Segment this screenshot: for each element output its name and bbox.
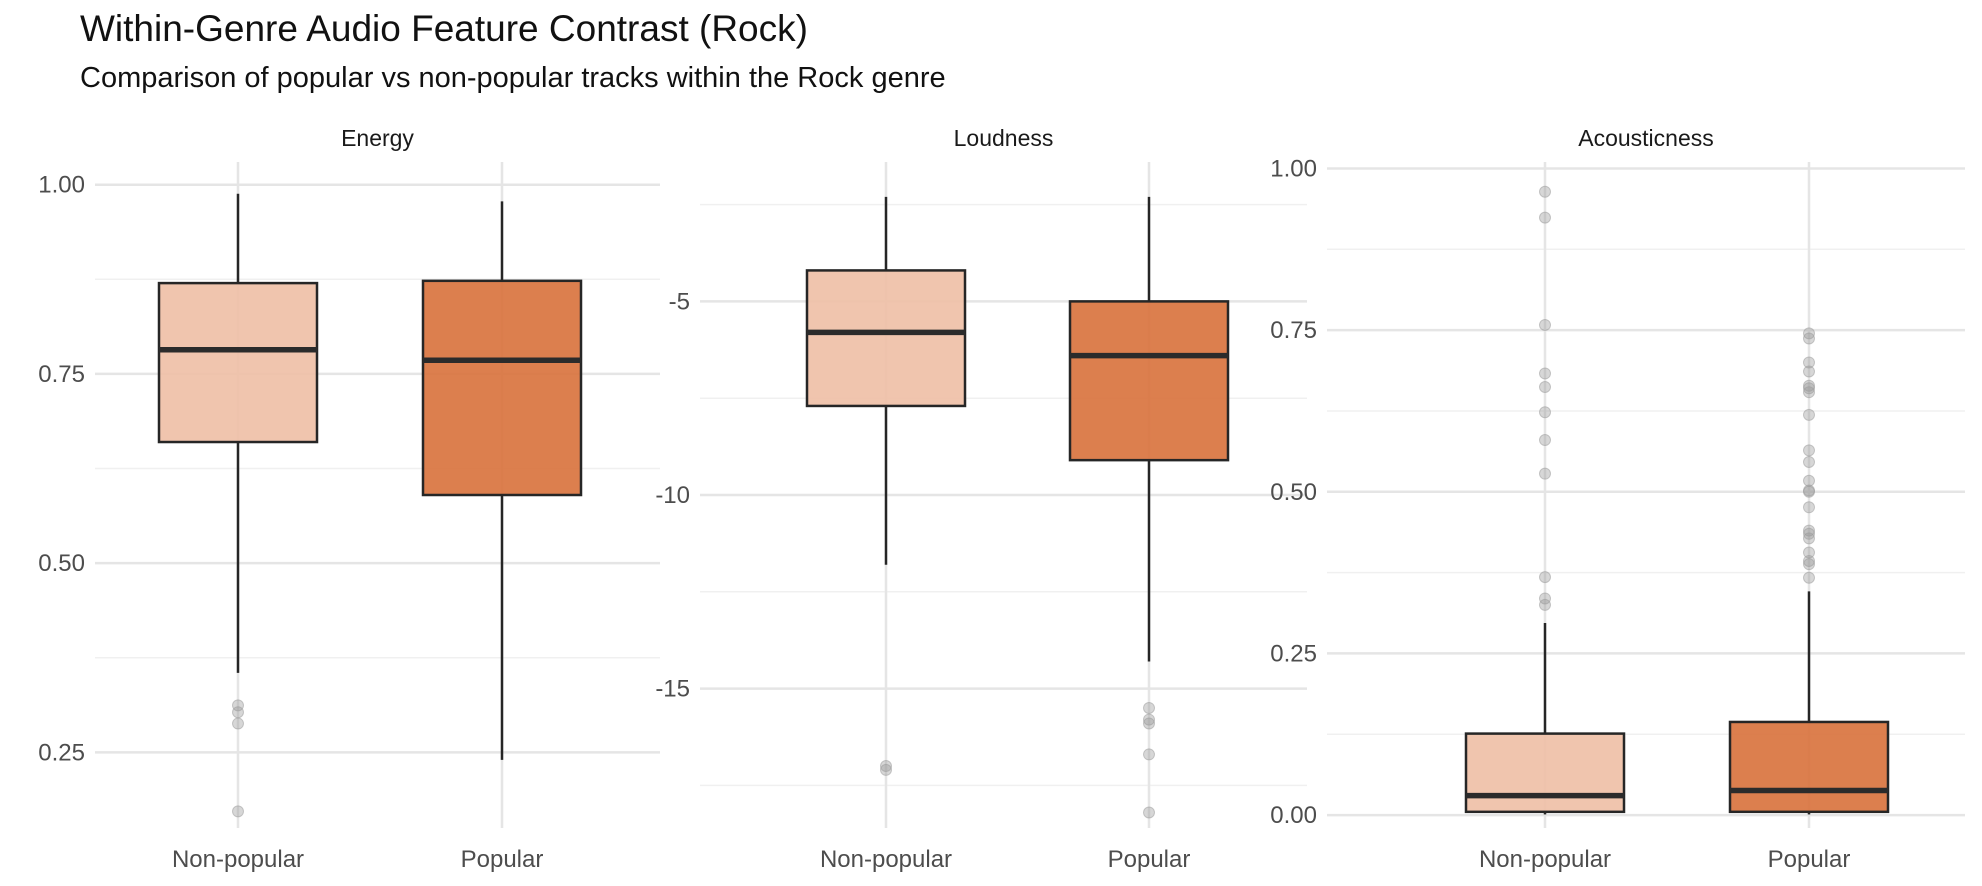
outlier-point — [1803, 527, 1815, 540]
outlier-point — [1539, 571, 1551, 584]
iqr-box — [421, 279, 583, 497]
facet-strip-label: Energy — [341, 125, 414, 151]
outlier-point — [1803, 546, 1815, 559]
outlier-point — [1803, 386, 1815, 399]
chart-title: Within-Genre Audio Feature Contrast (Roc… — [80, 8, 808, 49]
panel-acousticness: 0.00 0.25 0.50 0.75 1.00 Acousticness Non-popu… — [1270, 125, 1965, 873]
facet-strip-label: Loudness — [954, 125, 1054, 151]
outlier-point — [1803, 554, 1815, 567]
outlier-point — [1539, 598, 1551, 611]
y-tick-label: -15 — [655, 676, 690, 703]
outlier-point — [1539, 434, 1551, 447]
x-tick-label: Popular — [1108, 846, 1191, 873]
y-tick-label: 0.50 — [38, 550, 85, 577]
outlier-point — [1143, 713, 1155, 726]
outlier-point — [1803, 408, 1815, 421]
outlier-point — [1803, 501, 1815, 514]
outlier-point — [880, 760, 892, 773]
outlier-point — [1803, 558, 1815, 571]
outlier-point — [232, 805, 244, 818]
outlier-point — [1803, 327, 1815, 340]
iqr-box — [805, 269, 967, 408]
outlier-point — [1803, 365, 1815, 378]
box-non-popular — [805, 196, 967, 776]
box-popular — [1728, 327, 1890, 815]
x-tick-label: Non-popular — [1479, 846, 1611, 873]
outlier-point — [1539, 467, 1551, 480]
iqr-box — [1068, 300, 1230, 462]
iqr-box — [157, 281, 319, 444]
y-tick-label: 0.00 — [1270, 802, 1317, 829]
y-tick-label: -5 — [669, 288, 690, 315]
outlier-point — [1143, 748, 1155, 761]
outlier-point — [1803, 382, 1815, 395]
outlier-point — [1143, 717, 1155, 730]
outlier-point — [1539, 367, 1551, 380]
y-tick-label: -10 — [655, 482, 690, 509]
outlier-point — [1539, 318, 1551, 331]
outlier-point — [1539, 406, 1551, 419]
y-tick-label: 1.00 — [38, 172, 85, 199]
outlier-point — [232, 717, 244, 730]
x-tick-label: Non-popular — [172, 846, 304, 873]
y-tick-label: 0.25 — [1270, 640, 1317, 667]
outlier-point — [880, 763, 892, 776]
box-non-popular — [1464, 185, 1626, 815]
iqr-box — [1728, 720, 1890, 814]
outlier-point — [1143, 701, 1155, 714]
x-tick-label: Non-popular — [820, 846, 952, 873]
outlier-point — [1803, 356, 1815, 369]
outlier-point — [1539, 211, 1551, 224]
outlier-point — [1803, 571, 1815, 584]
outlier-point — [232, 706, 244, 719]
y-tick-label: 1.00 — [1270, 155, 1317, 182]
x-tick-label: Popular — [461, 846, 544, 873]
y-tick-label: 0.75 — [1270, 317, 1317, 344]
y-tick-label: 0.50 — [1270, 479, 1317, 506]
outlier-point — [1803, 484, 1815, 497]
outlier-point — [1803, 524, 1815, 537]
box-non-popular — [157, 193, 319, 818]
y-tick-label: 0.75 — [38, 361, 85, 388]
outlier-point — [1803, 474, 1815, 487]
outlier-point — [1803, 456, 1815, 469]
outlier-point — [1539, 592, 1551, 605]
outlier-point — [1803, 379, 1815, 392]
outlier-point — [1539, 381, 1551, 394]
y-tick-label: 0.25 — [38, 739, 85, 766]
facet-strip-label: Acousticness — [1578, 125, 1714, 151]
outlier-point — [1803, 444, 1815, 457]
panel-loudness: -15 -10 -5 Loudness Non-popular Popular — [655, 125, 1307, 873]
x-tick-label: Popular — [1768, 846, 1851, 873]
outlier-point — [1539, 185, 1551, 198]
panel-energy: 0.25 0.50 0.75 1.00 Energy Non-popular Popular — [38, 125, 660, 873]
chart-subtitle: Comparison of popular vs non-popular tra… — [80, 62, 946, 94]
outlier-point — [1143, 806, 1155, 819]
box-popular — [1068, 196, 1230, 819]
outlier-point — [232, 699, 244, 712]
box-popular — [421, 201, 583, 760]
iqr-box — [1464, 732, 1626, 814]
